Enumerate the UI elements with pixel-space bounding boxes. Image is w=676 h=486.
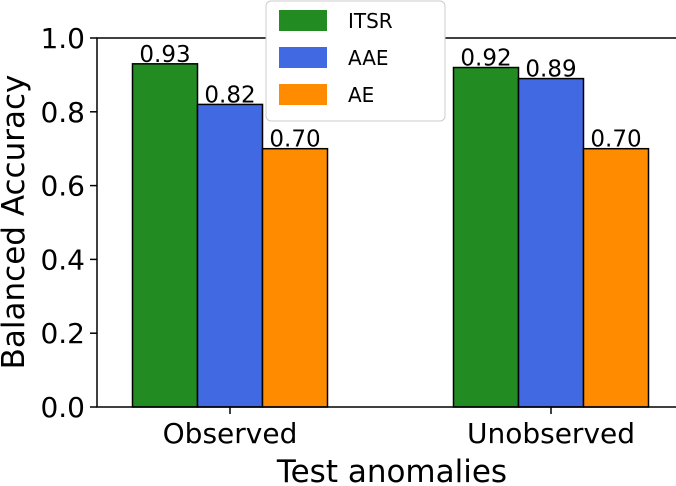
legend-swatch-ae <box>279 84 327 105</box>
bar-aae-observed <box>196 103 264 408</box>
y-tick-label: 1.0 <box>40 22 85 55</box>
legend-label-aae: AAE <box>348 46 389 70</box>
x-axis-label: Test anomalies <box>276 454 507 486</box>
bar-ae-unobserved <box>582 147 650 408</box>
x-axis: Observed Unobserved <box>163 407 635 450</box>
value-labels-layer: 0.93 0.82 0.70 0.92 0.89 0.70 <box>139 42 641 153</box>
legend-swatch-aae <box>279 47 327 68</box>
value-label-ae-unobserved: 0.70 <box>590 127 641 153</box>
value-label-itsr-observed: 0.93 <box>139 42 190 68</box>
legend-swatch-itsr <box>279 10 327 31</box>
y-tick-label: 0.8 <box>40 96 85 129</box>
bar-itsr-unobserved <box>452 66 520 408</box>
y-tick-label: 0.2 <box>40 317 85 350</box>
y-tick-label: 0.0 <box>40 391 85 424</box>
value-label-ae-observed: 0.70 <box>269 127 320 153</box>
legend-label-ae: AE <box>348 83 374 107</box>
value-label-itsr-unobserved: 0.92 <box>460 46 511 72</box>
bar-aae-unobserved <box>517 77 585 408</box>
legend: ITSR AAE AE <box>265 0 446 122</box>
x-tick-label-observed: Observed <box>163 417 298 450</box>
y-tick-label: 0.4 <box>40 243 85 276</box>
bar-itsr-observed <box>131 63 199 408</box>
bar-ae-observed <box>261 147 329 408</box>
bars-layer <box>131 63 650 408</box>
y-tick-label: 0.6 <box>40 170 85 203</box>
x-tick-label-unobserved: Unobserved <box>467 417 635 450</box>
y-axis: 0.0 0.2 0.4 0.6 0.8 1.0 <box>40 22 97 424</box>
value-label-aae-observed: 0.82 <box>204 82 255 108</box>
y-axis-label: Balanced Accuracy <box>0 75 32 370</box>
legend-label-itsr: ITSR <box>348 9 393 33</box>
value-label-aae-unobserved: 0.89 <box>525 57 576 83</box>
